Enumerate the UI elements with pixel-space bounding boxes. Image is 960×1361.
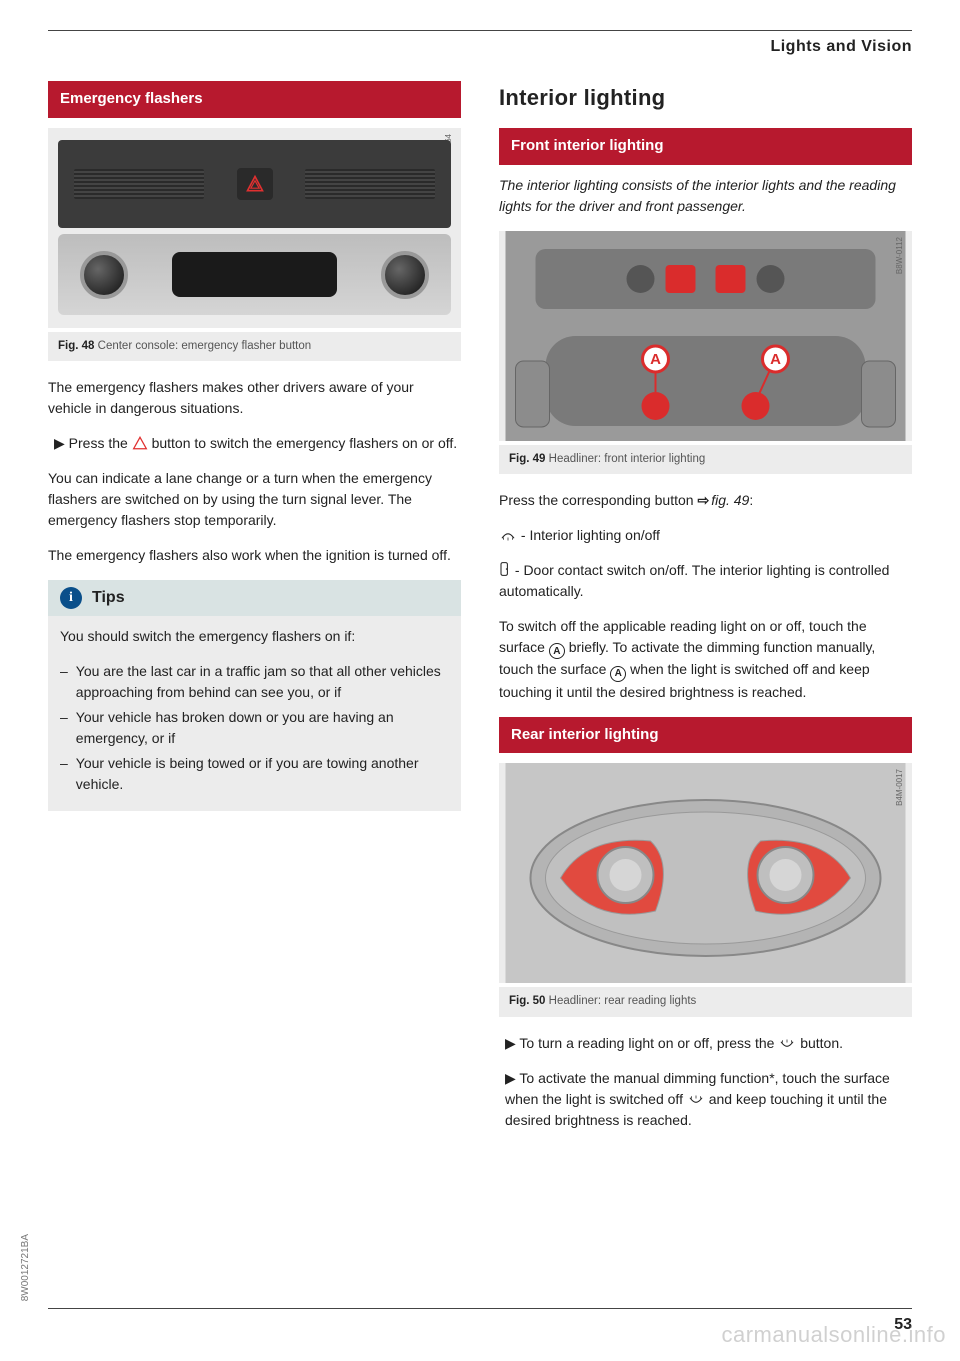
callout-a-1: A bbox=[549, 643, 565, 659]
reading-light-icon bbox=[778, 1038, 796, 1050]
left-para-3: The emergency flashers also work when th… bbox=[48, 545, 461, 566]
fig49-caption-text: Headliner: front interior lighting bbox=[545, 453, 705, 465]
right-p1a: Press the corresponding button bbox=[499, 492, 697, 508]
fig48-dash-top bbox=[58, 140, 451, 228]
right-line2-text: - Interior lighting on/off bbox=[521, 527, 660, 543]
front-interior-intro: The interior lighting consists of the in… bbox=[499, 175, 912, 217]
fig48-climate-panel bbox=[58, 234, 451, 315]
figure-49-caption: Fig. 49 Headliner: front interior lighti… bbox=[499, 445, 912, 474]
tips-intro: You should switch the emergency flashers… bbox=[60, 626, 449, 647]
right-p1: Press the corresponding button fig. 49: bbox=[499, 490, 912, 511]
door-contact-icon bbox=[499, 561, 511, 577]
svg-text:A: A bbox=[650, 351, 661, 368]
section-header-front-interior: Front interior lighting bbox=[499, 128, 912, 165]
right-b1b: button. bbox=[800, 1035, 843, 1051]
fig50-caption-num: Fig. 50 bbox=[509, 995, 545, 1007]
fig49-ref: fig. 49 bbox=[711, 492, 749, 508]
dome-light-icon bbox=[499, 530, 517, 542]
tips-item-2: –Your vehicle has broken down or you are… bbox=[60, 707, 449, 749]
tips-item-1-text: You are the last car in a traffic jam so… bbox=[76, 661, 449, 703]
figure-50-code: B4M-0017 bbox=[894, 769, 906, 806]
tips-list: –You are the last car in a traffic jam s… bbox=[60, 661, 449, 795]
left-para-1: The emergency flashers makes other drive… bbox=[48, 377, 461, 419]
left-column: Emergency flashers B8W-0064 bbox=[48, 81, 461, 1145]
left-bullet-1: ▶ Press the button to switch the emergen… bbox=[48, 433, 461, 454]
figure-48-caption: Fig. 48 Center console: emergency flashe… bbox=[48, 332, 461, 361]
right-line2: - Interior lighting on/off bbox=[499, 525, 912, 546]
right-line3: - Door contact switch on/off. The interi… bbox=[499, 560, 912, 602]
fig48-vent-right bbox=[305, 169, 435, 199]
fig48-center-display bbox=[172, 252, 337, 297]
fig49-caption-num: Fig. 49 bbox=[509, 453, 545, 465]
two-column-layout: Emergency flashers B8W-0064 bbox=[48, 81, 912, 1145]
right-b1a: ▶ To turn a reading light on or off, pre… bbox=[505, 1035, 778, 1051]
right-p2: To switch off the applicable reading lig… bbox=[499, 616, 912, 703]
right-line3-text: - Door contact switch on/off. The interi… bbox=[499, 562, 889, 599]
fig48-vents bbox=[58, 140, 451, 228]
fig48-caption-num: Fig. 48 bbox=[58, 340, 94, 352]
figure-49-code: B8W-0112 bbox=[894, 237, 906, 274]
section-header-rear-interior: Rear interior lighting bbox=[499, 717, 912, 754]
left-para-2: You can indicate a lane change or a turn… bbox=[48, 468, 461, 531]
top-rule bbox=[48, 30, 912, 31]
figure-50-caption: Fig. 50 Headliner: rear reading lights bbox=[499, 987, 912, 1016]
fig48-knob-left bbox=[80, 251, 128, 299]
fig49-svg: A A bbox=[499, 231, 912, 441]
right-p1c: : bbox=[749, 492, 753, 508]
interior-lighting-title: Interior lighting bbox=[499, 81, 912, 114]
left-bullet-1-text: ▶ Press the button to switch the emergen… bbox=[54, 433, 457, 454]
tips-box: i Tips You should switch the emergency f… bbox=[48, 580, 461, 811]
fig50-caption-text: Headliner: rear reading lights bbox=[545, 995, 696, 1007]
right-bullet-2: ▶ To activate the manual dimming functio… bbox=[499, 1068, 912, 1131]
dash: – bbox=[60, 661, 68, 703]
right-column: Interior lighting Front interior lightin… bbox=[499, 81, 912, 1145]
reading-light-icon-2 bbox=[687, 1094, 705, 1106]
ref-arrow-icon bbox=[697, 492, 711, 508]
right-bullet-2-text: ▶ To activate the manual dimming functio… bbox=[505, 1068, 912, 1131]
manual-page: Lights and Vision Emergency flashers B8W… bbox=[0, 0, 960, 1361]
tips-title: Tips bbox=[92, 586, 125, 610]
svg-text:A: A bbox=[770, 351, 781, 368]
tips-item-1: –You are the last car in a traffic jam s… bbox=[60, 661, 449, 703]
left-bullet-1a: ▶ Press the bbox=[54, 435, 132, 451]
figure-50: B4M-0017 bbox=[499, 763, 912, 983]
tips-item-2-text: Your vehicle has broken down or you are … bbox=[76, 707, 449, 749]
side-document-code: 8W0012721BA bbox=[18, 1234, 33, 1301]
right-bullet-1: ▶ To turn a reading light on or off, pre… bbox=[499, 1033, 912, 1054]
right-bullet-1-text: ▶ To turn a reading light on or off, pre… bbox=[505, 1033, 843, 1054]
info-icon: i bbox=[60, 587, 82, 609]
hazard-triangle-icon bbox=[132, 436, 148, 450]
chapter-title: Lights and Vision bbox=[48, 35, 912, 59]
fig48-knob-right bbox=[381, 251, 429, 299]
watermark: carmanualsonline.info bbox=[721, 1318, 946, 1351]
fig48-caption-text: Center console: emergency flasher button bbox=[94, 340, 311, 352]
tips-item-3: –Your vehicle is being towed or if you a… bbox=[60, 753, 449, 795]
section-header-emergency: Emergency flashers bbox=[48, 81, 461, 118]
left-bullet-1b: button to switch the emergency flashers … bbox=[152, 435, 458, 451]
dash: – bbox=[60, 753, 68, 795]
figure-48: B8W-0064 bbox=[48, 128, 461, 328]
fig50-svg bbox=[499, 763, 912, 983]
tips-header: i Tips bbox=[48, 580, 461, 616]
figure-49: B8W-0112 A A bbox=[499, 231, 912, 441]
fig48-vent-left bbox=[74, 169, 204, 199]
callout-a-2: A bbox=[610, 666, 626, 682]
dash: – bbox=[60, 707, 68, 749]
tips-item-3-text: Your vehicle is being towed or if you ar… bbox=[76, 753, 449, 795]
